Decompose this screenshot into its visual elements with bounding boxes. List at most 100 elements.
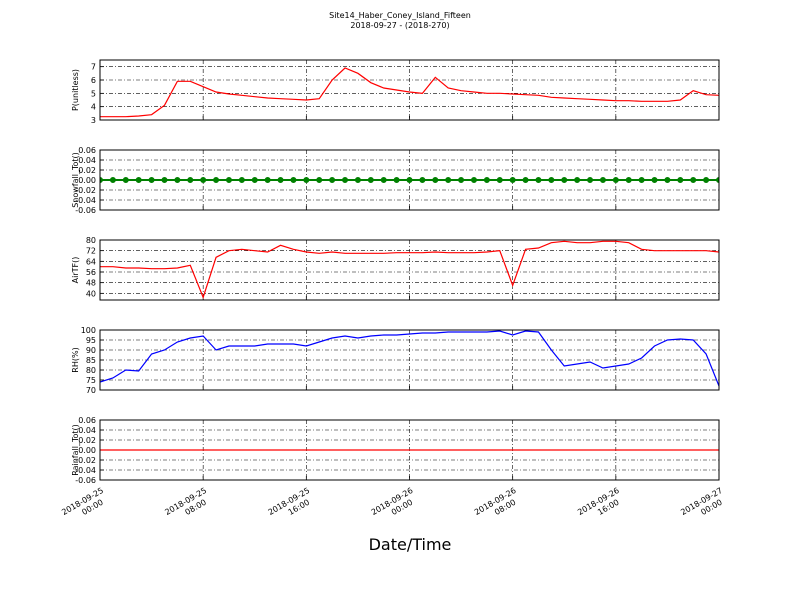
- data-point: [445, 177, 452, 183]
- y-tick-label: 75: [86, 376, 96, 385]
- series: [100, 240, 719, 300]
- y-tick-label: 100: [81, 326, 96, 335]
- y-tick-label: -0.06: [75, 206, 96, 215]
- y-tick-label: 4: [91, 103, 96, 112]
- data-line: [100, 67, 719, 118]
- y-tick-label: 0.06: [78, 416, 96, 425]
- y-tick-label: 7: [91, 63, 96, 72]
- y-tick-label: 70: [86, 386, 96, 395]
- y-tick-label: 40: [86, 289, 96, 298]
- data-point: [574, 177, 581, 183]
- data-point: [599, 177, 606, 183]
- data-point: [290, 177, 297, 183]
- series: [100, 330, 719, 387]
- y-tick-label: -0.06: [75, 476, 96, 485]
- data-point: [496, 177, 503, 183]
- y-axis-label: RH(%): [71, 347, 80, 372]
- data-point: [703, 177, 710, 183]
- axes-frame: [99, 149, 720, 211]
- data-point: [664, 177, 671, 183]
- data-point: [122, 177, 129, 183]
- data-point: [470, 177, 477, 183]
- y-tick-label: 48: [86, 279, 96, 288]
- data-point: [329, 177, 336, 183]
- y-tick-label: -0.02: [75, 456, 96, 465]
- y-tick-label: 80: [86, 366, 96, 375]
- y-axis-label: Rainfall_Tot(): [71, 424, 80, 476]
- y-tick-label: 0.04: [78, 156, 96, 165]
- y-tick-label: 0.06: [78, 146, 96, 155]
- y-tick-label: 56: [86, 268, 96, 277]
- data-point: [354, 177, 361, 183]
- data-point: [316, 177, 323, 183]
- y-tick-label: 0.00: [78, 176, 96, 185]
- data-point: [342, 177, 349, 183]
- y-tick-label: 85: [86, 356, 96, 365]
- data-point: [225, 177, 232, 183]
- axes-frame: [99, 239, 720, 301]
- data-point: [213, 177, 220, 183]
- y-tick-label: -0.04: [75, 196, 96, 205]
- data-point: [161, 177, 168, 183]
- data-line: [100, 330, 719, 387]
- data-point: [109, 177, 116, 183]
- figure-subtitle: 2018-09-27 - (2018-270): [350, 21, 449, 30]
- data-point: [303, 177, 310, 183]
- y-tick-label: 0.02: [78, 436, 96, 445]
- data-line: [100, 240, 719, 300]
- y-tick-label: 64: [86, 257, 96, 266]
- axes-frame: [99, 59, 720, 121]
- data-point: [638, 177, 645, 183]
- data-point: [535, 177, 542, 183]
- y-tick-label: 72: [86, 247, 96, 256]
- axes-frame: [99, 329, 720, 391]
- y-tick-label: 0.00: [78, 446, 96, 455]
- y-tick-label: -0.04: [75, 466, 96, 475]
- data-point: [612, 177, 619, 183]
- y-tick-label: 0.04: [78, 426, 96, 435]
- y-axis-label: AirTF(): [71, 257, 80, 284]
- y-tick-label: 90: [86, 346, 96, 355]
- series: [100, 177, 719, 183]
- data-point: [380, 177, 387, 183]
- data-point: [200, 177, 207, 183]
- data-point: [238, 177, 245, 183]
- data-point: [548, 177, 555, 183]
- data-point: [100, 177, 103, 183]
- data-point: [419, 177, 426, 183]
- y-axis-label: P(unitless): [71, 69, 80, 111]
- data-point: [251, 177, 258, 183]
- series: [100, 67, 719, 118]
- data-point: [264, 177, 271, 183]
- data-point: [406, 177, 413, 183]
- data-point: [716, 177, 719, 183]
- y-tick-label: 3: [91, 116, 96, 125]
- data-point: [148, 177, 155, 183]
- data-point: [561, 177, 568, 183]
- data-point: [677, 177, 684, 183]
- data-point: [458, 177, 465, 183]
- data-point: [587, 177, 594, 183]
- data-point: [690, 177, 697, 183]
- y-tick-label: -0.02: [75, 186, 96, 195]
- data-point: [483, 177, 490, 183]
- x-axis-label: Date/Time: [369, 535, 452, 554]
- data-point: [522, 177, 529, 183]
- y-tick-label: 95: [86, 336, 96, 345]
- y-axis-label: Snowfall_Tot(): [71, 152, 80, 208]
- y-tick-label: 0.02: [78, 166, 96, 175]
- data-point: [432, 177, 439, 183]
- figure-title: Site14_Haber_Coney_Island_Fifteen: [329, 11, 471, 20]
- axes-frame: [99, 419, 720, 481]
- y-tick-label: 5: [91, 89, 96, 98]
- y-tick-label: 6: [91, 76, 96, 85]
- data-point: [651, 177, 658, 183]
- data-point: [277, 177, 284, 183]
- data-point: [509, 177, 516, 183]
- data-point: [135, 177, 142, 183]
- data-point: [187, 177, 194, 183]
- data-point: [367, 177, 374, 183]
- y-tick-label: 80: [86, 236, 96, 245]
- data-point: [625, 177, 632, 183]
